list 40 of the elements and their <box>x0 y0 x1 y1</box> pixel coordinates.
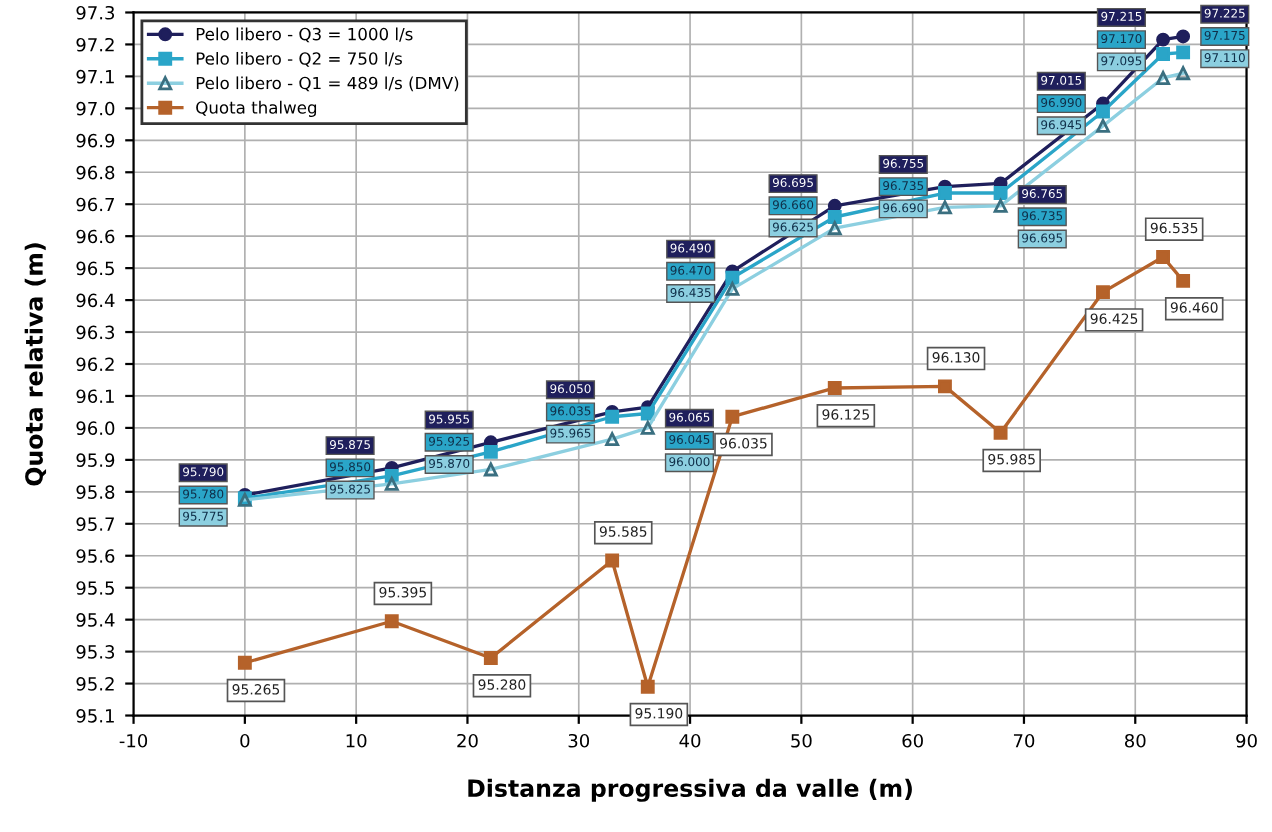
legend-label: Pelo libero - Q1 = 489 l/s (DMV) <box>196 76 459 92</box>
y-tick-label: 96.1 <box>76 389 114 404</box>
x-tick-label: -10 <box>119 733 148 748</box>
y-axis-title: Quota relativa (m) <box>24 243 47 486</box>
y-tick-label: 95.5 <box>76 581 114 595</box>
y-tick-label: 95.2 <box>76 677 114 691</box>
y-tick-label: 96.3 <box>76 325 115 340</box>
y-tick-label: 96.6 <box>76 229 115 244</box>
y-tick-label: 97.0 <box>76 101 115 116</box>
x-tick-label: 20 <box>457 733 478 748</box>
y-tick-label: 95.4 <box>76 613 115 627</box>
y-tick-label: 96.2 <box>76 357 114 372</box>
y-tick-label: 96.4 <box>76 293 115 308</box>
y-tick-label: 96.9 <box>76 133 115 148</box>
y-tick-label: 97.3 <box>76 5 115 20</box>
y-tick-label: 97.1 <box>76 69 114 84</box>
x-tick-label: 90 <box>1236 733 1257 748</box>
x-tick-label: 50 <box>791 733 812 748</box>
x-tick-label: 10 <box>346 733 367 748</box>
x-tick-label: 70 <box>1013 733 1035 748</box>
x-tick-label: 40 <box>679 733 701 748</box>
legend-label: Quota thalweg <box>196 100 317 117</box>
y-tick-label: 95.3 <box>76 645 115 659</box>
y-tick-label: 95.6 <box>76 549 115 563</box>
y-tick-label: 96.5 <box>76 261 114 276</box>
legend-label: Pelo libero - Q3 = 1000 l/s <box>196 27 413 43</box>
x-tick-label: 30 <box>568 733 590 748</box>
y-tick-label: 96.8 <box>76 165 115 180</box>
y-tick-label: 95.8 <box>76 485 115 499</box>
y-tick-label: 95.9 <box>76 453 115 467</box>
y-tick-label: 97.2 <box>76 37 114 52</box>
y-tick-label: 95.7 <box>76 517 114 531</box>
y-tick-label: 95.1 <box>76 708 114 723</box>
x-tick-label: 60 <box>902 733 923 748</box>
x-axis-title: Distanza progressiva da valle (m) <box>468 778 912 802</box>
y-tick-label: 96.7 <box>76 197 114 212</box>
x-tick-label: 80 <box>1125 733 1146 748</box>
legend-label: Pelo libero - Q2 = 750 l/s <box>196 51 402 67</box>
x-tick-label: 0 <box>240 733 250 748</box>
y-tick-label: 96.0 <box>76 421 115 436</box>
